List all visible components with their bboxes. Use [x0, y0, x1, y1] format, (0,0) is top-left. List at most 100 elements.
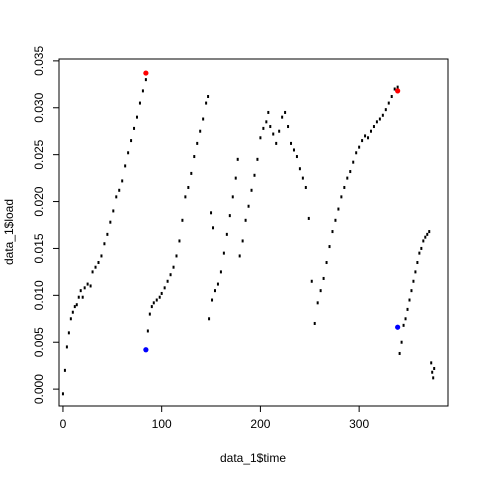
data-point [207, 95, 210, 99]
data-point [67, 331, 70, 335]
series-1 [143, 70, 401, 94]
highlight-point [143, 70, 149, 76]
data-point [69, 317, 72, 321]
y-tick-label: 0.000 [32, 374, 46, 404]
x-tick-label: 300 [349, 417, 369, 431]
data-point [307, 216, 310, 220]
data-point [422, 239, 425, 243]
y-tick-label: 0.025 [32, 139, 46, 169]
data-point [241, 239, 244, 243]
data-point [410, 289, 413, 293]
data-point [144, 78, 147, 82]
data-point [343, 185, 346, 189]
data-point [396, 85, 399, 89]
data-point [404, 317, 407, 321]
highlight-point [395, 324, 401, 330]
data-point [328, 245, 331, 249]
data-point [106, 232, 109, 236]
data-point [346, 176, 349, 180]
data-point [211, 298, 214, 302]
data-point [135, 115, 138, 119]
data-point [295, 155, 298, 159]
data-point [262, 126, 265, 130]
data-point [163, 286, 166, 290]
y-tick-label: 0.020 [32, 186, 46, 216]
data-point [390, 95, 393, 99]
data-point [325, 261, 328, 265]
data-point [150, 305, 153, 309]
data-point [199, 129, 202, 133]
highlight-point [143, 347, 149, 353]
data-point [284, 110, 287, 114]
data-point [433, 366, 436, 370]
data-point [222, 251, 225, 255]
data-point [418, 251, 421, 255]
y-tick-label: 0.010 [32, 280, 46, 310]
y-tick-label: 0.035 [32, 46, 46, 76]
data-point [259, 136, 262, 140]
data-point [208, 317, 211, 321]
data-point [219, 270, 222, 274]
data-point [275, 141, 278, 145]
x-tick-label: 200 [250, 417, 270, 431]
data-point [287, 125, 290, 129]
data-point [432, 376, 435, 380]
data-point [420, 246, 423, 250]
data-point [166, 279, 169, 283]
data-point [298, 167, 301, 171]
data-point [231, 195, 234, 199]
data-point [378, 117, 381, 121]
data-point [152, 301, 155, 305]
data-point [141, 89, 144, 93]
data-point [112, 209, 115, 213]
data-point [398, 351, 401, 355]
data-point [414, 270, 417, 274]
data-point [210, 211, 213, 215]
data-point [247, 204, 250, 208]
data-point [269, 125, 272, 129]
data-point [109, 220, 112, 224]
series-2 [143, 324, 401, 353]
data-point [124, 164, 127, 168]
data-point [148, 312, 151, 316]
data-point [304, 185, 307, 189]
data-point [424, 235, 427, 239]
data-point [340, 195, 343, 199]
data-point [310, 279, 313, 283]
highlight-point [395, 88, 401, 94]
data-point [172, 265, 175, 269]
data-point [349, 170, 352, 174]
data-point [250, 188, 253, 192]
data-point [202, 117, 205, 121]
data-point [228, 214, 231, 218]
data-point [130, 139, 133, 143]
data-point [322, 276, 325, 280]
data-point [212, 226, 215, 230]
data-point [75, 303, 78, 307]
data-point [103, 242, 106, 246]
data-point [426, 232, 429, 236]
data-point [313, 321, 316, 325]
data-point [71, 310, 74, 314]
data-point [94, 265, 97, 269]
y-tick-label: 0.005 [32, 327, 46, 357]
data-point [65, 345, 68, 349]
data-point [428, 230, 431, 234]
data-point [97, 261, 100, 265]
data-point [77, 295, 80, 299]
data-point [408, 298, 411, 302]
data-point [234, 176, 237, 180]
data-point [301, 176, 304, 180]
data-point [381, 113, 384, 117]
data-point [393, 87, 396, 91]
data-point [127, 151, 130, 155]
data-point [430, 361, 433, 365]
data-point [160, 291, 163, 295]
data-point [384, 108, 387, 112]
data-point [236, 157, 239, 161]
y-axis-title: data_1$load [2, 199, 16, 265]
x-axis-title: data_1$time [220, 451, 286, 465]
data-point [225, 232, 228, 236]
data-point [358, 145, 361, 149]
data-point [115, 195, 118, 199]
